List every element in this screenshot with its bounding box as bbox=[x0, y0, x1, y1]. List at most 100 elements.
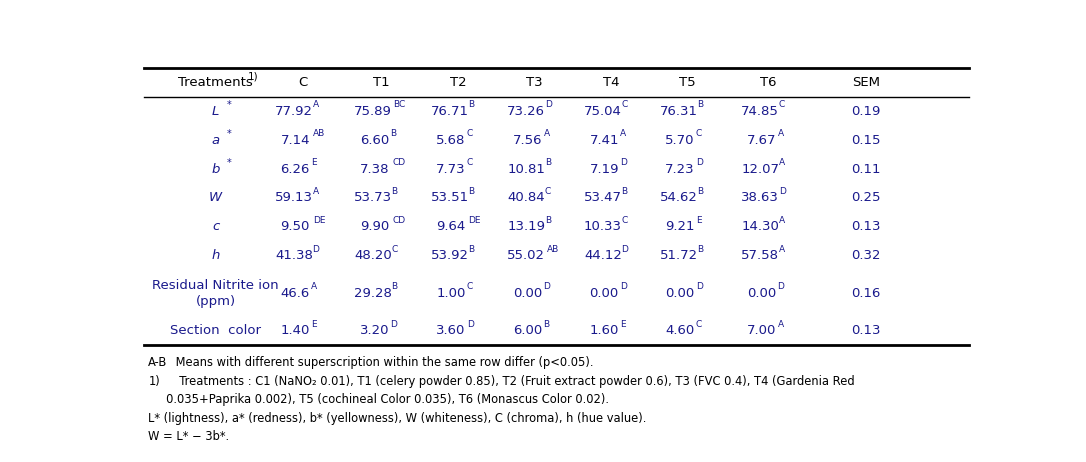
Text: 57.58: 57.58 bbox=[742, 249, 780, 262]
Text: BC: BC bbox=[393, 100, 405, 109]
Text: 0.19: 0.19 bbox=[851, 105, 881, 118]
Text: h: h bbox=[212, 249, 219, 262]
Text: 55.02: 55.02 bbox=[507, 249, 545, 262]
Text: C: C bbox=[696, 320, 703, 328]
Text: 54.62: 54.62 bbox=[659, 191, 697, 205]
Text: 1.40: 1.40 bbox=[280, 324, 310, 337]
Text: 14.30: 14.30 bbox=[742, 220, 779, 233]
Text: *: * bbox=[227, 129, 231, 139]
Text: 0.32: 0.32 bbox=[851, 249, 881, 262]
Text: 1): 1) bbox=[248, 72, 258, 82]
Text: 41.38: 41.38 bbox=[275, 249, 313, 262]
Text: 46.6: 46.6 bbox=[280, 287, 310, 300]
Text: 9.90: 9.90 bbox=[359, 220, 389, 233]
Text: C: C bbox=[467, 282, 473, 291]
Text: C: C bbox=[392, 244, 397, 254]
Text: D: D bbox=[696, 282, 703, 291]
Text: D: D bbox=[313, 244, 319, 254]
Text: C: C bbox=[621, 216, 628, 225]
Text: *: * bbox=[227, 158, 231, 168]
Text: D: D bbox=[543, 282, 551, 291]
Text: 7.14: 7.14 bbox=[280, 134, 310, 146]
Text: 4.60: 4.60 bbox=[666, 324, 695, 337]
Text: 38.63: 38.63 bbox=[742, 191, 779, 205]
Text: 9.64: 9.64 bbox=[437, 220, 466, 233]
Text: 73.26: 73.26 bbox=[507, 105, 545, 118]
Text: E: E bbox=[620, 320, 626, 328]
Text: B: B bbox=[468, 100, 475, 109]
Text: 7.23: 7.23 bbox=[665, 163, 695, 176]
Text: b: b bbox=[212, 163, 219, 176]
Text: CD: CD bbox=[392, 158, 405, 167]
Text: 76.31: 76.31 bbox=[659, 105, 697, 118]
Text: C: C bbox=[467, 158, 473, 167]
Text: 48.20: 48.20 bbox=[354, 249, 392, 262]
Text: CD: CD bbox=[392, 216, 405, 225]
Text: 0.13: 0.13 bbox=[851, 220, 881, 233]
Text: 0.035+Paprika 0.002), T5 (cochineal Color 0.035), T6 (Monascus Color 0.02).: 0.035+Paprika 0.002), T5 (cochineal Colo… bbox=[149, 393, 609, 406]
Text: C: C bbox=[298, 76, 307, 89]
Text: 7.19: 7.19 bbox=[590, 163, 619, 176]
Text: L: L bbox=[212, 105, 219, 118]
Text: SEM: SEM bbox=[853, 76, 881, 89]
Text: D: D bbox=[779, 187, 785, 196]
Text: 9.50: 9.50 bbox=[280, 220, 310, 233]
Text: DE: DE bbox=[313, 216, 326, 225]
Text: 1.00: 1.00 bbox=[437, 287, 466, 300]
Text: Treatments : C1 (NaNO₂ 0.01), T1 (celery powder 0.85), T2 (Fruit extract powder : Treatments : C1 (NaNO₂ 0.01), T1 (celery… bbox=[172, 375, 855, 388]
Text: a: a bbox=[212, 134, 219, 146]
Text: 40.84: 40.84 bbox=[507, 191, 545, 205]
Text: E: E bbox=[312, 320, 317, 328]
Text: 53.51: 53.51 bbox=[431, 191, 469, 205]
Text: 53.47: 53.47 bbox=[584, 191, 622, 205]
Text: D: D bbox=[390, 320, 397, 328]
Text: Treatments: Treatments bbox=[178, 76, 253, 89]
Text: 3.60: 3.60 bbox=[437, 324, 466, 337]
Text: 7.00: 7.00 bbox=[747, 324, 776, 337]
Text: 75.04: 75.04 bbox=[584, 105, 622, 118]
Text: 1): 1) bbox=[149, 375, 160, 388]
Text: 6.26: 6.26 bbox=[280, 163, 310, 176]
Text: T4: T4 bbox=[603, 76, 619, 89]
Text: B: B bbox=[468, 244, 475, 254]
Text: 29.28: 29.28 bbox=[354, 287, 392, 300]
Text: c: c bbox=[212, 220, 219, 233]
Text: T5: T5 bbox=[679, 76, 695, 89]
Text: A: A bbox=[778, 129, 784, 138]
Text: 0.00: 0.00 bbox=[513, 287, 542, 300]
Text: 0.13: 0.13 bbox=[851, 324, 881, 337]
Text: B: B bbox=[697, 100, 704, 109]
Text: A: A bbox=[313, 100, 318, 109]
Text: 0.11: 0.11 bbox=[851, 163, 881, 176]
Text: B: B bbox=[621, 187, 628, 196]
Text: L* (lightness), a* (redness), b* (yellowness), W (whiteness), C (chroma), h (hue: L* (lightness), a* (redness), b* (yellow… bbox=[149, 412, 647, 425]
Text: B: B bbox=[697, 244, 704, 254]
Text: B: B bbox=[390, 129, 396, 138]
Text: B: B bbox=[545, 158, 551, 167]
Text: Residual Nitrite ion: Residual Nitrite ion bbox=[152, 279, 279, 292]
Text: C: C bbox=[621, 100, 628, 109]
Text: C: C bbox=[545, 187, 551, 196]
Text: B: B bbox=[697, 187, 704, 196]
Text: 0.16: 0.16 bbox=[851, 287, 881, 300]
Text: 0.00: 0.00 bbox=[666, 287, 695, 300]
Text: 7.38: 7.38 bbox=[359, 163, 389, 176]
Text: C: C bbox=[696, 129, 703, 138]
Text: 0.25: 0.25 bbox=[851, 191, 881, 205]
Text: A: A bbox=[778, 320, 784, 328]
Text: T3: T3 bbox=[527, 76, 543, 89]
Text: 44.12: 44.12 bbox=[584, 249, 622, 262]
Text: 1.60: 1.60 bbox=[590, 324, 619, 337]
Text: 5.70: 5.70 bbox=[665, 134, 695, 146]
Text: A: A bbox=[620, 129, 627, 138]
Text: 6.60: 6.60 bbox=[359, 134, 389, 146]
Text: 5.68: 5.68 bbox=[437, 134, 466, 146]
Text: 10.81: 10.81 bbox=[507, 163, 545, 176]
Text: 0.00: 0.00 bbox=[747, 287, 776, 300]
Text: 7.56: 7.56 bbox=[513, 134, 542, 146]
Text: B: B bbox=[392, 282, 397, 291]
Text: 51.72: 51.72 bbox=[659, 249, 697, 262]
Text: 7.73: 7.73 bbox=[437, 163, 466, 176]
Text: E: E bbox=[696, 216, 702, 225]
Text: D: D bbox=[620, 158, 627, 167]
